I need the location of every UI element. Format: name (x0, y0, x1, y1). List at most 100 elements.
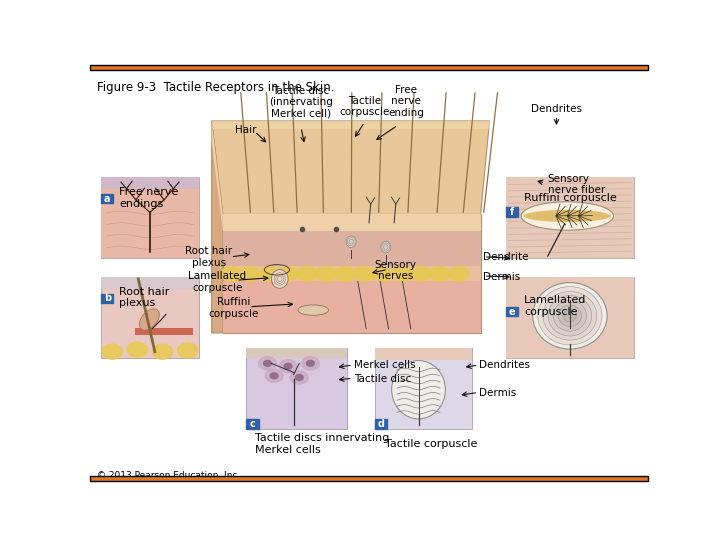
FancyBboxPatch shape (101, 294, 114, 303)
Circle shape (307, 360, 315, 366)
Ellipse shape (346, 236, 356, 247)
Text: Dendrites: Dendrites (531, 104, 582, 114)
FancyBboxPatch shape (374, 348, 472, 360)
Circle shape (265, 369, 283, 382)
Text: Tactile
corpuscle: Tactile corpuscle (339, 96, 390, 117)
Text: c: c (250, 419, 256, 429)
FancyBboxPatch shape (505, 277, 634, 358)
Circle shape (373, 266, 393, 281)
FancyBboxPatch shape (101, 277, 199, 289)
Circle shape (430, 266, 450, 281)
Text: Dermis: Dermis (483, 272, 520, 282)
Text: Sensory
nerves: Sensory nerves (375, 260, 417, 281)
FancyBboxPatch shape (505, 307, 518, 316)
Ellipse shape (298, 305, 328, 315)
Text: Merkel cells: Merkel cells (354, 360, 416, 370)
Text: Free
nerve
ending: Free nerve ending (389, 85, 424, 118)
Text: Root hair
plexus: Root hair plexus (185, 246, 233, 268)
FancyBboxPatch shape (246, 348, 347, 429)
FancyBboxPatch shape (90, 476, 648, 481)
Polygon shape (212, 121, 222, 231)
Circle shape (335, 266, 355, 281)
Ellipse shape (558, 305, 582, 326)
Ellipse shape (543, 292, 597, 340)
FancyBboxPatch shape (374, 420, 387, 429)
Circle shape (102, 344, 122, 359)
Text: Sensory
nerve fiber: Sensory nerve fiber (547, 174, 605, 195)
Text: e: e (508, 307, 516, 317)
Polygon shape (222, 214, 481, 231)
Circle shape (392, 266, 412, 281)
Text: Dermis: Dermis (480, 388, 517, 399)
Polygon shape (212, 121, 222, 333)
Circle shape (316, 266, 336, 281)
Polygon shape (222, 281, 481, 333)
Circle shape (178, 343, 198, 358)
Ellipse shape (271, 269, 288, 288)
FancyBboxPatch shape (505, 207, 518, 217)
Text: Lamellated
corpuscle: Lamellated corpuscle (188, 271, 246, 293)
FancyBboxPatch shape (246, 348, 347, 358)
Text: © 2013 Pearson Education, Inc.: © 2013 Pearson Education, Inc. (97, 471, 240, 480)
FancyBboxPatch shape (374, 348, 472, 429)
Ellipse shape (538, 287, 602, 345)
Circle shape (302, 357, 320, 370)
FancyBboxPatch shape (90, 65, 648, 70)
Ellipse shape (553, 300, 587, 331)
Ellipse shape (523, 210, 611, 222)
Text: Tactile discs innervating
Merkel cells: Tactile discs innervating Merkel cells (255, 433, 390, 455)
FancyBboxPatch shape (101, 277, 199, 358)
Circle shape (284, 363, 292, 369)
FancyBboxPatch shape (505, 277, 634, 358)
Text: a: a (104, 194, 111, 204)
Text: b: b (104, 293, 111, 303)
Ellipse shape (564, 310, 576, 322)
FancyBboxPatch shape (101, 188, 199, 258)
Circle shape (270, 373, 278, 379)
Text: Ruffini corpuscle: Ruffini corpuscle (524, 193, 617, 203)
Circle shape (449, 266, 469, 281)
Circle shape (354, 266, 374, 281)
Text: d: d (377, 419, 384, 429)
Circle shape (297, 266, 317, 281)
Text: f: f (510, 207, 514, 217)
Ellipse shape (521, 202, 613, 230)
Text: Free nerve
endings: Free nerve endings (119, 187, 179, 208)
Circle shape (279, 360, 297, 373)
Polygon shape (212, 121, 490, 214)
Polygon shape (222, 231, 481, 266)
Text: Root hair
plexus: Root hair plexus (119, 287, 169, 308)
Text: Hair: Hair (235, 125, 256, 135)
Circle shape (240, 266, 260, 281)
Circle shape (295, 375, 303, 380)
FancyBboxPatch shape (101, 177, 199, 188)
Circle shape (278, 266, 298, 281)
Circle shape (290, 371, 308, 384)
FancyBboxPatch shape (101, 177, 199, 258)
Circle shape (264, 360, 271, 366)
Text: Lamellated
corpuscle: Lamellated corpuscle (524, 295, 587, 317)
Text: Dendrites: Dendrites (480, 360, 531, 370)
Polygon shape (212, 121, 490, 129)
Text: Figure 9-3  Tactile Receptors in the Skin.: Figure 9-3 Tactile Receptors in the Skin… (97, 80, 335, 93)
FancyBboxPatch shape (135, 328, 193, 335)
Text: Tactile disc: Tactile disc (354, 374, 412, 384)
Text: Tactile disc
(innervating
Merkel cell): Tactile disc (innervating Merkel cell) (269, 86, 333, 119)
Circle shape (258, 357, 276, 370)
Circle shape (259, 266, 279, 281)
Ellipse shape (392, 361, 446, 419)
Ellipse shape (140, 309, 159, 330)
Circle shape (221, 266, 241, 281)
FancyBboxPatch shape (505, 177, 634, 258)
Text: Ruffini
corpuscle: Ruffini corpuscle (209, 297, 259, 319)
Ellipse shape (381, 241, 391, 253)
Circle shape (411, 266, 431, 281)
Ellipse shape (533, 282, 607, 349)
FancyBboxPatch shape (101, 194, 114, 203)
Text: Tactile corpuscle: Tactile corpuscle (384, 439, 477, 449)
Circle shape (127, 342, 148, 357)
Text: Dendrite: Dendrite (483, 252, 528, 262)
Ellipse shape (548, 295, 592, 336)
Circle shape (153, 344, 173, 359)
FancyBboxPatch shape (505, 177, 634, 258)
